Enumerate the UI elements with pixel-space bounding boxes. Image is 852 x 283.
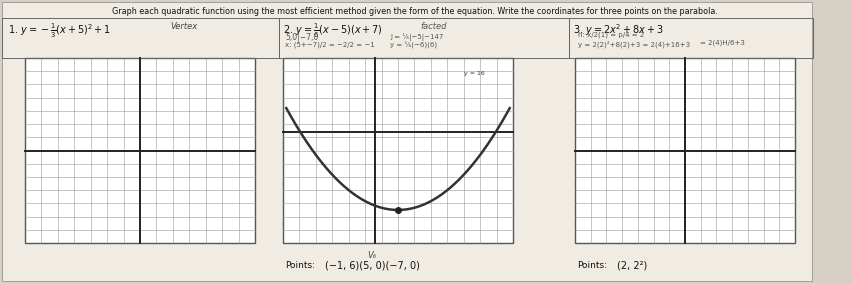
Bar	[568, 18, 812, 58]
Bar	[2, 18, 279, 58]
Text: Graph each quadratic function using the most efficient method given the form of : Graph each quadratic function using the …	[112, 7, 717, 16]
Text: (2, 2²): (2, 2²)	[616, 261, 647, 271]
Text: y = 16: y = 16	[463, 71, 484, 76]
Text: x: (5+−7)/2 = −2/2 = −1: x: (5+−7)/2 = −2/2 = −1	[285, 41, 374, 48]
Text: 2. $y = \frac{1}{6}(x - 5)(x + 7)$: 2. $y = \frac{1}{6}(x - 5)(x + 7)$	[283, 22, 383, 40]
Text: 1. $y = -\frac{1}{3}(x + 5)^2 + 1$: 1. $y = -\frac{1}{3}(x + 5)^2 + 1$	[8, 22, 111, 40]
Bar	[574, 58, 794, 243]
Text: V₆: V₆	[366, 251, 376, 260]
Text: Points:: Points:	[576, 261, 607, 270]
Bar	[283, 58, 512, 243]
Text: 5,0|−7,0: 5,0|−7,0	[285, 33, 318, 42]
Text: = 2(4)H/6+3: = 2(4)H/6+3	[699, 40, 744, 46]
Text: facted: facted	[419, 22, 446, 31]
Text: h: x/2(1) = p/4 = 2: h: x/2(1) = p/4 = 2	[578, 32, 643, 38]
Text: Vertex: Vertex	[170, 22, 197, 31]
Text: 3. $y = 2x^2 + 8x + 3$: 3. $y = 2x^2 + 8x + 3$	[573, 22, 663, 38]
Bar	[25, 58, 255, 243]
Text: y = 2(2)²+8(2)+3 = 2(4)+16+3: y = 2(2)²+8(2)+3 = 2(4)+16+3	[578, 40, 689, 48]
Text: J = ¹⁄₆|−5|−147: J = ¹⁄₆|−5|−147	[389, 33, 443, 41]
Bar	[279, 18, 568, 58]
Text: (−1, 6)(5, 0)(−7, 0): (−1, 6)(5, 0)(−7, 0)	[325, 261, 419, 271]
Text: Points:: Points:	[285, 261, 314, 270]
Text: y = ¹⁄₆(−6)(6): y = ¹⁄₆(−6)(6)	[389, 41, 436, 48]
